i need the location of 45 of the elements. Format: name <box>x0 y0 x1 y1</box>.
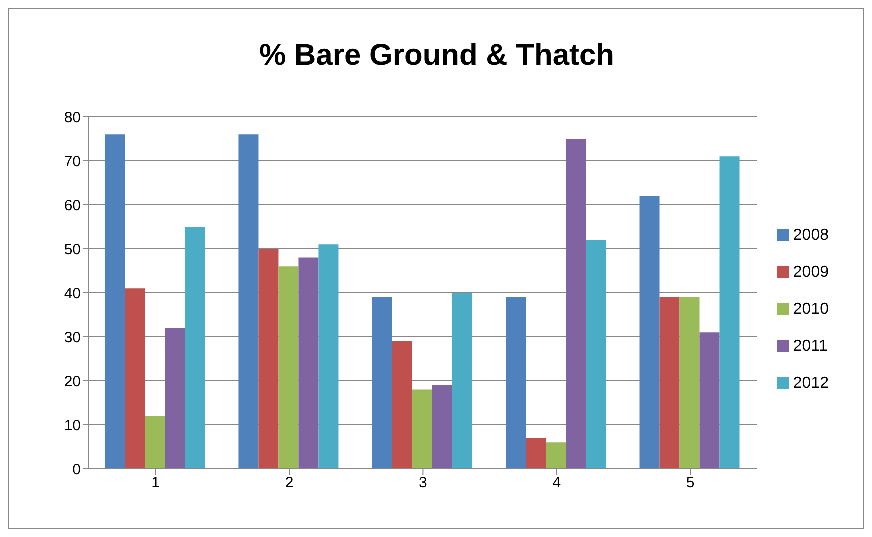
bar <box>640 196 660 469</box>
legend-label: 2008 <box>793 226 829 244</box>
bar <box>452 293 472 469</box>
y-tick-label: 80 <box>64 109 81 126</box>
y-tick-label: 30 <box>64 329 81 346</box>
y-tick-label: 10 <box>64 417 81 434</box>
x-tick-label: 5 <box>686 474 695 492</box>
bar <box>125 288 146 469</box>
bar <box>432 385 452 469</box>
bar <box>318 244 339 469</box>
bar <box>278 266 299 469</box>
bar <box>720 156 740 469</box>
bar <box>526 438 546 469</box>
bar <box>392 341 412 469</box>
bar <box>506 297 526 469</box>
bar <box>185 227 206 469</box>
bar <box>145 416 166 469</box>
bar <box>586 240 606 469</box>
bar <box>165 328 186 469</box>
bar <box>238 134 259 469</box>
bar <box>546 442 566 469</box>
y-tick-label: 0 <box>72 461 81 478</box>
bar <box>258 249 279 469</box>
x-tick-label: 2 <box>285 474 294 492</box>
bar <box>412 390 432 469</box>
x-tick-label: 1 <box>152 474 160 492</box>
bar <box>700 332 720 469</box>
bar <box>660 297 680 469</box>
legend-label: 2010 <box>793 300 829 318</box>
bar <box>680 297 700 469</box>
legend-label: 2011 <box>793 338 828 354</box>
legend-label: 2009 <box>793 264 829 280</box>
y-tick-label: 50 <box>64 241 81 258</box>
bar <box>105 134 126 469</box>
chart-title: % Bare Ground & Thatch <box>258 39 616 73</box>
y-tick-label: 60 <box>64 197 81 214</box>
y-tick-label: 40 <box>64 285 81 302</box>
x-tick-label: 3 <box>419 474 428 492</box>
y-tick-label: 70 <box>64 153 81 170</box>
bar <box>372 297 392 469</box>
bar <box>298 258 319 469</box>
x-tick-label: 4 <box>552 474 562 492</box>
legend-label: 2012 <box>793 374 829 392</box>
y-tick-label: 20 <box>64 373 81 390</box>
bar <box>566 139 586 469</box>
